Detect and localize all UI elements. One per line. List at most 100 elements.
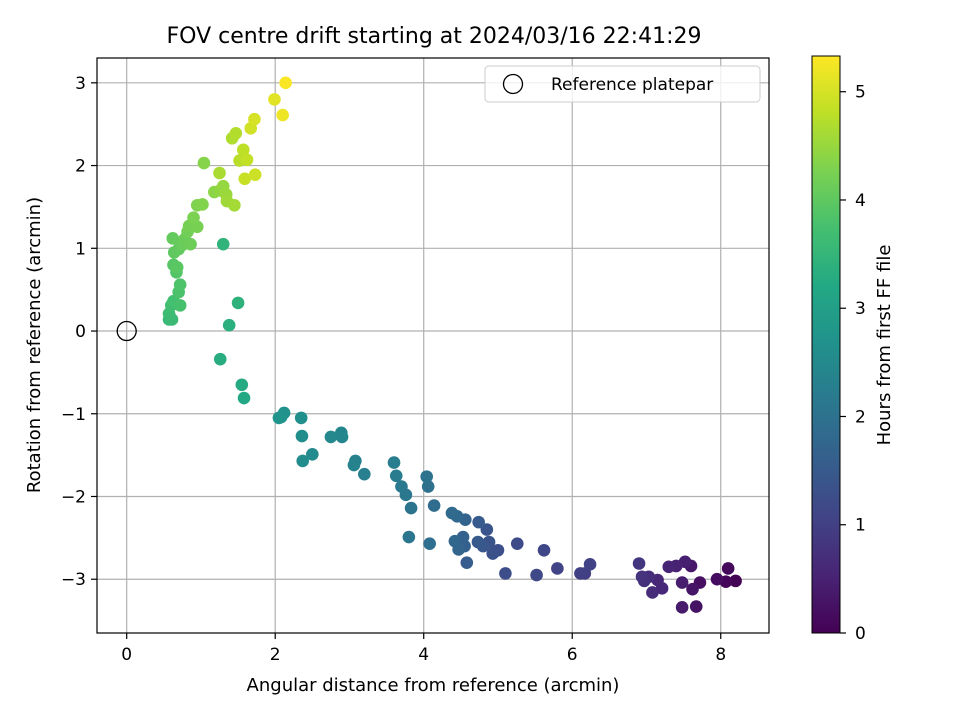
data-point [173,278,187,291]
data-point [389,469,403,483]
data-point [480,523,494,536]
data-point [248,168,262,181]
data-point [295,429,309,443]
y-tick-label: 0 [75,322,86,342]
colorbar-tick-label: 3 [855,299,866,319]
data-point [460,556,474,569]
x-axis-label: Angular distance from reference (arcmin) [247,675,620,696]
data-point [421,480,435,493]
data-point [404,501,418,515]
y-tick-label: 3 [75,74,86,94]
colorbar-tick-label: 2 [855,407,866,427]
y-axis-ticks: −3 −2 −1 0 1 2 3 [61,74,97,590]
legend-reference-marker [502,73,524,95]
y-tick-label: −1 [61,405,86,425]
data-point [231,296,245,310]
data-point [632,557,646,570]
data-point [306,447,319,461]
data-point [279,76,292,90]
data-point [216,237,230,251]
data-point [574,567,587,580]
data-point [537,543,551,557]
data-point [166,232,180,245]
data-point [423,537,436,550]
y-tick-label: −2 [61,487,86,507]
y-tick-label: 2 [75,157,86,177]
legend: Reference platepar [484,65,761,103]
data-point [646,586,659,599]
data-point [395,480,408,493]
data-point [710,572,724,586]
colorbar-tick-label: 4 [855,191,866,211]
reference-marker-group [116,320,137,342]
data-point [213,166,226,180]
data-point [268,93,281,106]
data-point [170,261,184,274]
data-point [662,560,676,574]
x-tick-label: 2 [270,645,281,665]
data-point [235,378,249,392]
data-point [721,562,735,575]
data-point [402,530,416,544]
data-point [635,570,649,584]
data-point [689,600,703,613]
data-point [236,143,250,157]
x-axis-ticks: 0 2 4 6 8 [121,633,726,665]
data-point [237,391,251,405]
colorbar-gradient [811,55,841,634]
colorbar-ticks: 0 1 2 3 4 5 [840,83,866,644]
data-point [228,198,241,212]
data-point [324,430,338,444]
data-point [238,172,252,186]
data-point [583,558,597,571]
y-axis-label: Rotation from reference (arcmin) [24,197,45,493]
colorbar-tick-label: 1 [855,516,866,536]
data-point [445,506,459,520]
data-point [387,456,401,469]
data-point [240,153,254,167]
colorbar-tick-label: 5 [855,83,866,103]
data-point [248,112,261,126]
colorbar: 0 1 2 3 4 5 Hours from first FF file [811,55,895,644]
y-tick-label: 1 [75,239,86,259]
data-point [675,576,689,589]
x-tick-label: 8 [715,645,726,665]
data-point [686,582,699,596]
colorbar-tick-label: 0 [855,624,866,644]
data-point [196,198,209,211]
data-point [472,515,485,529]
y-tick-label: −3 [61,570,86,590]
data-point [486,547,500,560]
reference-marker [116,320,137,342]
x-tick-label: 4 [418,645,429,665]
plot-frame [96,57,770,634]
x-tick-label: 0 [121,645,132,665]
data-point [173,299,187,312]
colorbar-label: Hours from first FF file [874,245,895,446]
data-point [276,108,289,122]
data-point [347,458,361,472]
data-point [222,318,236,332]
data-point [187,211,200,224]
data-point [551,562,564,575]
data-point [272,411,286,425]
data-point [213,352,227,366]
data-point [471,535,485,549]
data-points [162,76,742,614]
data-point [510,537,524,550]
data-point [420,470,433,483]
data-point [675,601,689,614]
data-point [448,534,462,548]
data-point [229,126,243,140]
data-point [530,568,543,582]
legend-box [484,65,761,103]
data-point [294,411,308,425]
x-tick-label: 6 [567,645,578,665]
data-point [335,430,349,444]
chart-title: FOV centre drift starting at 2024/03/16 … [167,24,702,49]
data-point [499,567,512,580]
data-point [358,467,371,481]
data-point [729,574,742,588]
data-point [197,156,211,170]
